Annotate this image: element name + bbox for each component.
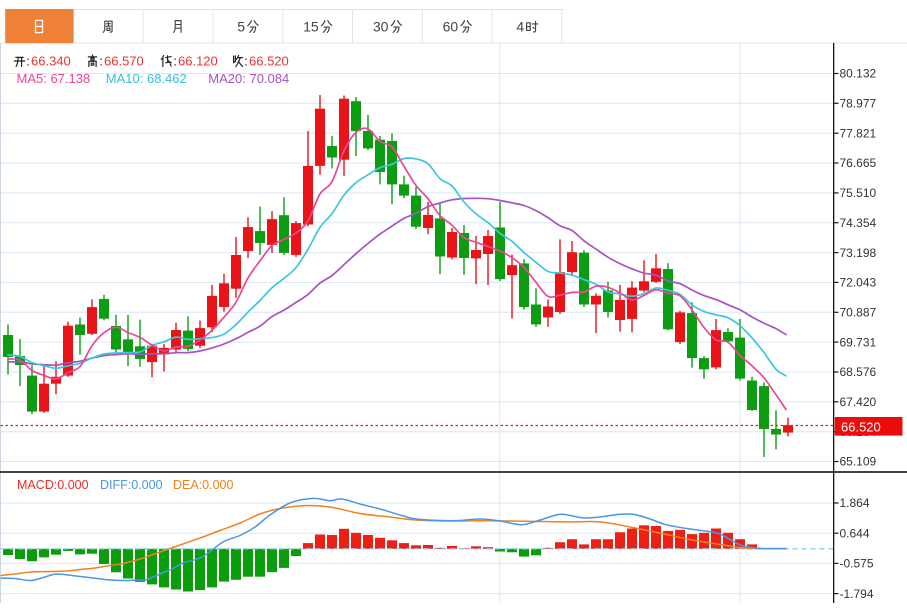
svg-text::: : xyxy=(244,53,248,68)
svg-text:68.576: 68.576 xyxy=(840,365,877,379)
svg-text:66.340: 66.340 xyxy=(31,53,71,68)
svg-text:-0.575: -0.575 xyxy=(840,557,874,571)
svg-text:MACD:0.000: MACD:0.000 xyxy=(17,478,89,492)
svg-text:75.510: 75.510 xyxy=(840,186,877,200)
svg-text:67.420: 67.420 xyxy=(840,395,877,409)
svg-text:60: 60 xyxy=(443,19,459,35)
svg-text:78.977: 78.977 xyxy=(840,97,877,111)
svg-text:30: 30 xyxy=(373,19,389,35)
svg-text:74.354: 74.354 xyxy=(840,216,877,230)
svg-text:72.043: 72.043 xyxy=(840,276,877,290)
svg-text:80.132: 80.132 xyxy=(840,67,877,81)
svg-text:66.570: 66.570 xyxy=(104,53,144,68)
svg-text:77.821: 77.821 xyxy=(840,126,877,140)
svg-text:69.731: 69.731 xyxy=(840,335,877,349)
svg-text:MA10: 68.462: MA10: 68.462 xyxy=(106,71,187,86)
svg-text:1.864: 1.864 xyxy=(840,496,870,510)
svg-text:DEA:0.000: DEA:0.000 xyxy=(173,478,234,492)
svg-text:15: 15 xyxy=(303,19,319,35)
svg-text:66.520: 66.520 xyxy=(841,420,881,435)
svg-text:65.109: 65.109 xyxy=(840,455,877,469)
svg-text:MA20: 70.084: MA20: 70.084 xyxy=(208,71,289,86)
svg-text:-1.794: -1.794 xyxy=(840,587,874,601)
svg-text:70.887: 70.887 xyxy=(840,306,877,320)
svg-text:76.665: 76.665 xyxy=(840,156,877,170)
svg-text:4: 4 xyxy=(516,19,524,35)
svg-text:MA5: 67.138: MA5: 67.138 xyxy=(17,71,91,86)
svg-text::: : xyxy=(26,53,30,68)
svg-text:DIFF:0.000: DIFF:0.000 xyxy=(100,478,163,492)
svg-text::: : xyxy=(99,53,103,68)
svg-text:5: 5 xyxy=(237,19,245,35)
svg-text:66.120: 66.120 xyxy=(178,53,218,68)
svg-text::: : xyxy=(173,53,177,68)
svg-text:66.520: 66.520 xyxy=(249,53,289,68)
svg-text:0.644: 0.644 xyxy=(840,526,870,540)
svg-text:73.198: 73.198 xyxy=(840,246,877,260)
